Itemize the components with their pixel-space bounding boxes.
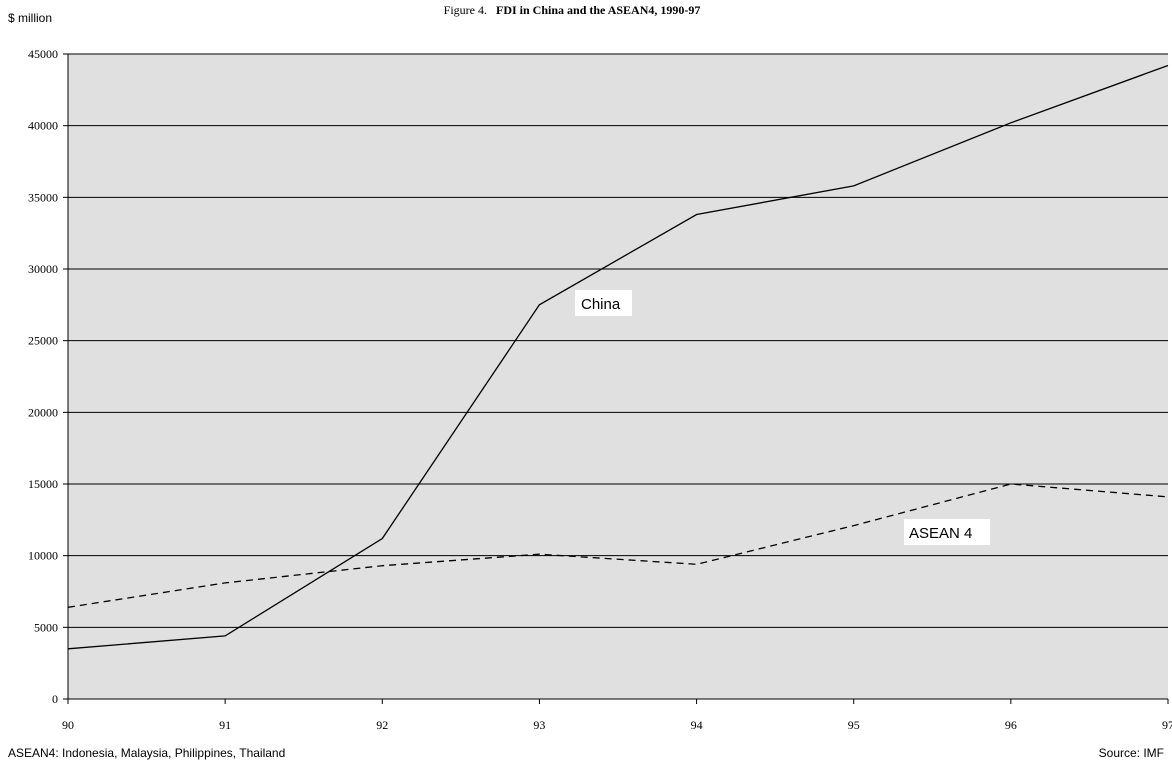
- data-point-asean-4-92: [381, 565, 383, 567]
- y-tick-label-10000: 10000: [28, 549, 58, 563]
- data-point-asean-4-95: [853, 525, 855, 527]
- x-tick-label-93: 93: [533, 718, 545, 732]
- data-point-china-97: [1167, 64, 1169, 66]
- svg-text:ASEAN 4: ASEAN 4: [909, 525, 972, 542]
- series-line-china: [67, 64, 1169, 650]
- data-point-china-92: [381, 537, 383, 539]
- data-point-china-91: [224, 635, 226, 637]
- y-tick-label-15000: 15000: [28, 477, 58, 491]
- x-tick-label-90: 90: [62, 718, 74, 732]
- x-tick-label-92: 92: [376, 718, 388, 732]
- y-tick-label-20000: 20000: [28, 405, 58, 419]
- data-point-asean-4-94: [696, 563, 698, 565]
- figure-number: Figure 4.: [444, 3, 487, 17]
- data-point-asean-4-91: [224, 582, 226, 584]
- x-tick-label-95: 95: [848, 718, 860, 732]
- data-point-asean-4-90: [67, 606, 69, 608]
- data-point-china-94: [696, 214, 698, 216]
- x-tick-label-94: 94: [691, 718, 703, 732]
- data-point-china-96: [1010, 122, 1012, 124]
- source-note: Source: IMF: [1099, 746, 1164, 760]
- data-point-asean-4-96: [1010, 483, 1012, 485]
- y-axis-unit-label: $ million: [8, 11, 52, 25]
- x-tick-label-97: 97: [1162, 718, 1172, 732]
- series-label-asean4: ASEAN 4: [904, 519, 990, 545]
- data-point-asean-4-93: [538, 553, 540, 555]
- x-axis: 90 91 92 93 94 95 96 97: [62, 698, 1172, 732]
- y-tick-label-45000: 45000: [28, 47, 58, 61]
- svg-text:China: China: [581, 296, 621, 313]
- chart-title: FDI in China and the ASEAN4, 1990-97: [496, 3, 700, 17]
- y-tick-label-30000: 30000: [28, 262, 58, 276]
- data-point-china-90: [67, 648, 69, 650]
- x-tick-label-96: 96: [1005, 718, 1017, 732]
- plot-area: [68, 54, 1168, 699]
- y-tick-label-40000: 40000: [28, 119, 58, 133]
- y-tick-label-25000: 25000: [28, 334, 58, 348]
- x-tick-label-91: 91: [219, 718, 231, 732]
- footnote: ASEAN4: Indonesia, Malaysia, Philippines…: [8, 746, 285, 760]
- data-point-china-95: [853, 185, 855, 187]
- gridlines: [68, 53, 1168, 628]
- y-tick-label-5000: 5000: [34, 620, 58, 634]
- series-line-asean-4: [67, 483, 1169, 608]
- y-tick-label-0: 0: [52, 692, 58, 706]
- series-lines: [67, 64, 1169, 650]
- data-point-china-93: [538, 304, 540, 306]
- series-label-china: China: [575, 290, 632, 316]
- y-tick-label-35000: 35000: [28, 190, 58, 204]
- y-axis: 0 5000 10000 15000 20000 25000 30000 35000 40000…: [28, 47, 69, 706]
- data-point-asean-4-97: [1167, 496, 1169, 498]
